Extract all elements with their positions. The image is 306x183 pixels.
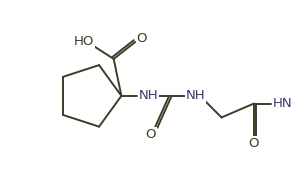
- Text: O: O: [248, 137, 259, 150]
- Text: HN: HN: [272, 97, 292, 110]
- Text: HO: HO: [73, 36, 94, 48]
- Text: NH: NH: [186, 89, 206, 102]
- Text: NH: NH: [138, 89, 158, 102]
- Text: O: O: [136, 32, 147, 45]
- Text: O: O: [145, 128, 156, 141]
